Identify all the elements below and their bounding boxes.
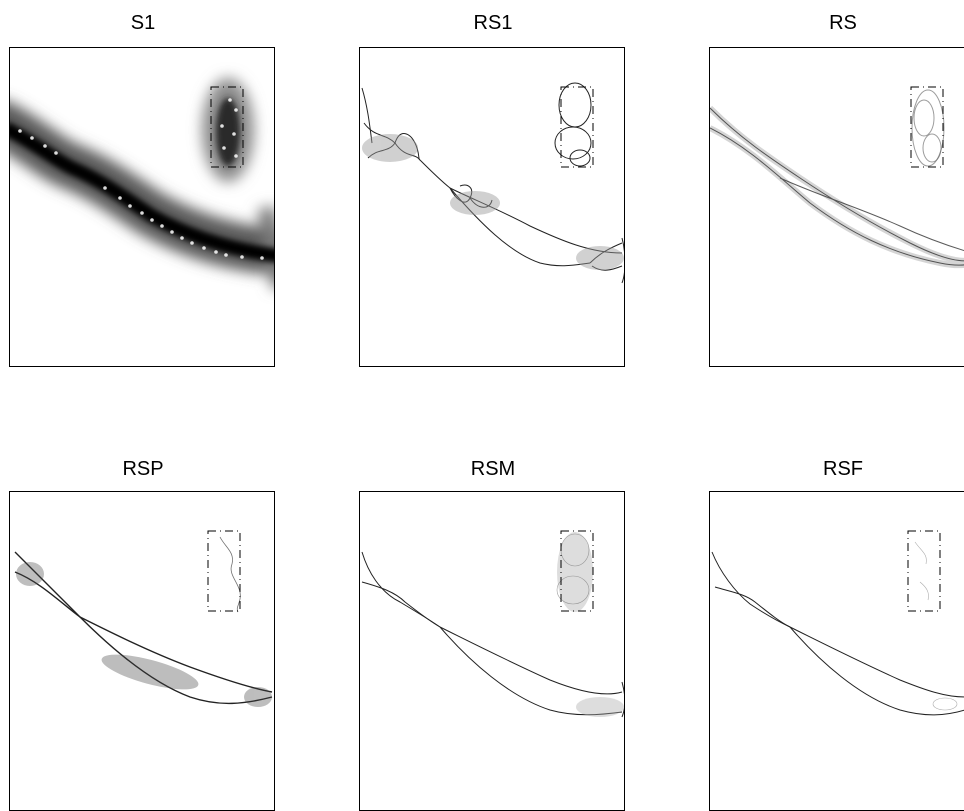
- point-markers: [18, 98, 264, 260]
- density-map-s1: [10, 78, 274, 289]
- panel-rsf: [709, 491, 964, 811]
- panel-s1: [9, 47, 275, 367]
- panel-rsp: [9, 491, 275, 811]
- panel-title-rs: RS: [829, 12, 857, 34]
- trajectory-plot-rs1: [361, 82, 624, 284]
- panel-title-rs1: RS1: [473, 12, 513, 34]
- panel-title-rsf: RSF: [823, 458, 863, 480]
- trajectory-plot-rsf: [711, 530, 964, 716]
- trajectory-plot-rsp: [14, 530, 273, 707]
- panel-title-rsm: RSM: [470, 458, 516, 480]
- panel-title-rsp: RSP: [122, 458, 164, 480]
- panel-rs1: [359, 47, 625, 367]
- trajectory-plot-rsm: [361, 530, 624, 718]
- panel-title-s1: S1: [130, 12, 156, 34]
- panel-rsm: [359, 491, 625, 811]
- trajectory-plot-rs: [710, 86, 964, 269]
- panel-rs: [709, 47, 964, 367]
